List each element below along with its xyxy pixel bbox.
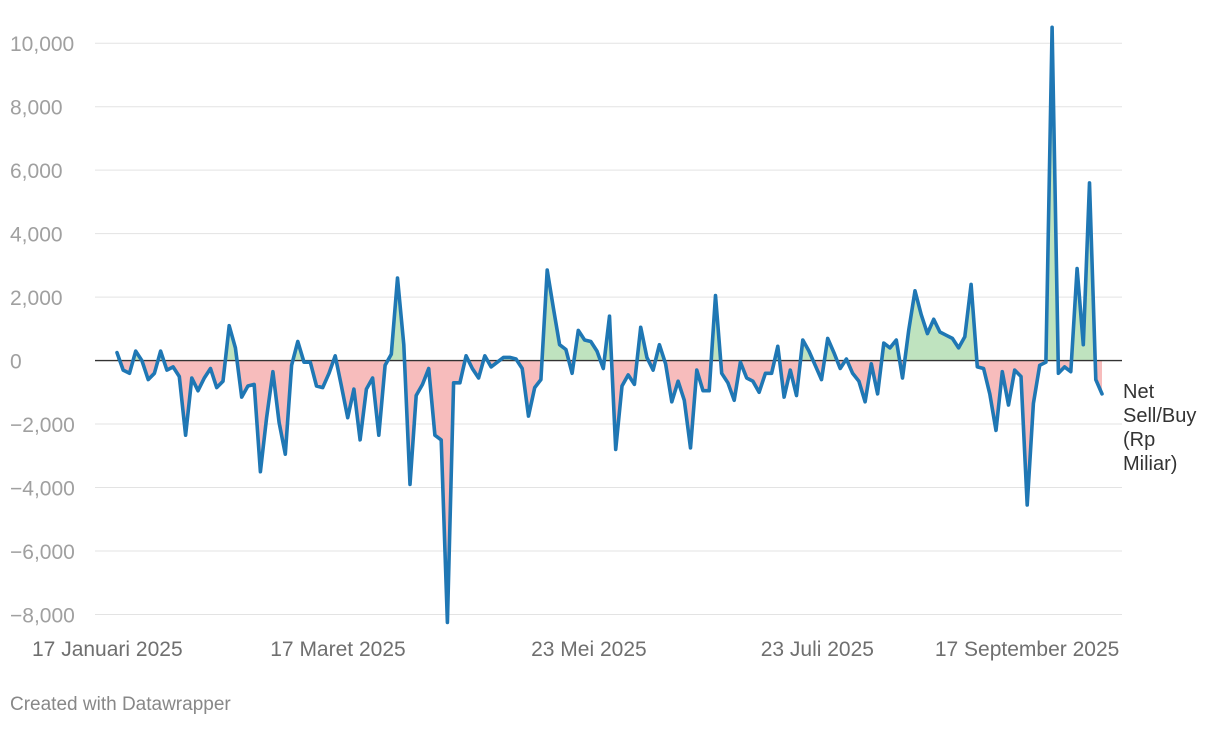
positive-area bbox=[904, 284, 977, 361]
y-tick-label: −6,000 bbox=[10, 541, 75, 564]
negative-area bbox=[404, 360, 466, 623]
negative-area bbox=[336, 360, 388, 440]
y-tick-label: 0 bbox=[10, 351, 22, 374]
credit-text: Created with Datawrapper bbox=[10, 694, 231, 715]
negative-area bbox=[611, 360, 638, 450]
y-tick-label: 8,000 bbox=[10, 97, 63, 120]
y-tick-label: 10,000 bbox=[10, 33, 74, 56]
y-axis-ticks: 10,000 8,000 6,000 4,000 2,000 0 −2,000 −4,000 −… bbox=[10, 33, 75, 627]
y-tick-label: 6,000 bbox=[10, 160, 63, 183]
negative-area bbox=[237, 360, 293, 472]
y-tick-label: −8,000 bbox=[10, 604, 75, 627]
negative-area bbox=[303, 360, 334, 388]
series-line bbox=[115, 25, 1104, 625]
series-label-line: (Rp bbox=[1123, 429, 1155, 451]
negative-area bbox=[141, 360, 158, 380]
series-label-line: Miliar) bbox=[1123, 453, 1177, 475]
y-tick-label: 4,000 bbox=[10, 224, 63, 247]
series-label-line: Sell/Buy bbox=[1123, 405, 1196, 427]
x-tick-label: 17 Maret 2025 bbox=[270, 638, 405, 661]
x-axis-ticks: 17 Januari 2025 17 Maret 2025 23 Mei 2025 2… bbox=[32, 638, 1119, 661]
y-tick-label: −4,000 bbox=[10, 478, 75, 501]
x-tick-label: 17 September 2025 bbox=[935, 638, 1119, 661]
positive-area bbox=[387, 278, 405, 361]
x-tick-label: 17 Januari 2025 bbox=[32, 638, 183, 661]
x-tick-label: 23 Mei 2025 bbox=[531, 638, 647, 661]
x-tick-label: 23 Juli 2025 bbox=[761, 638, 874, 661]
positive-area bbox=[573, 330, 601, 361]
y-tick-label: −2,000 bbox=[10, 414, 75, 437]
y-tick-label: 2,000 bbox=[10, 287, 63, 310]
line-layer bbox=[115, 25, 1104, 625]
positive-area bbox=[542, 270, 569, 361]
series-label-line: Net bbox=[1123, 381, 1155, 403]
